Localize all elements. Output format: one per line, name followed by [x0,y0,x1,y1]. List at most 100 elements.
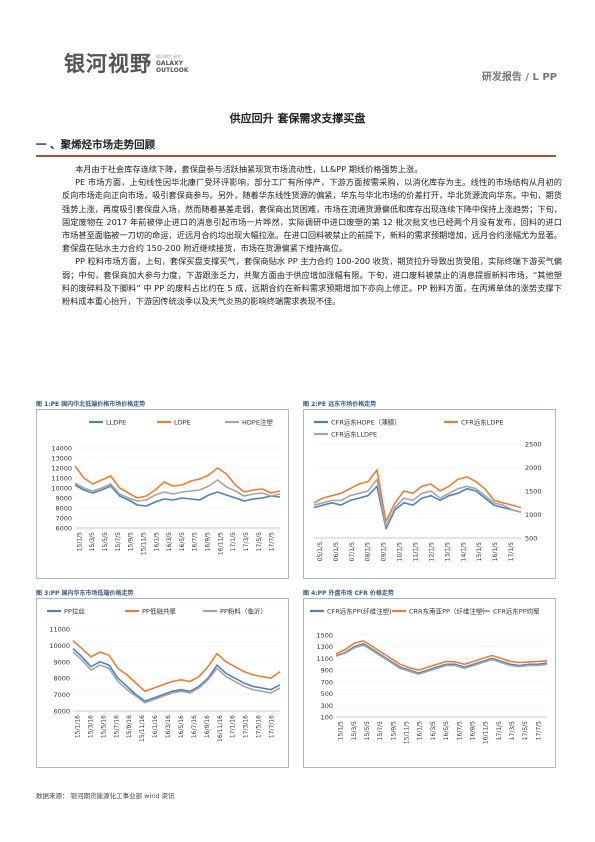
x-tick-label: 15/5/5 [364,721,371,740]
series-line [74,465,281,499]
x-tick-label: 16/3/5 [166,532,173,551]
series-line [72,639,281,693]
y-tick-label: 6000 [55,525,72,533]
x-tick-label: 15/3/5 [89,532,96,551]
y-tick-label: 10000 [51,485,72,493]
logo-text: 银河视野 [64,52,152,76]
y-tick-label: 700 [321,678,333,686]
chart-1: 6000 7000 8000 9000 10000 11000 12000 13000 1400… [36,409,289,579]
legend-label: LDPE [174,419,191,427]
logo-english: 银河期货 研究 GALAXY OUTLOOK [156,53,189,74]
y-tick-label: 12000 [51,465,72,473]
x-tick-label: 11/1/5 [413,542,420,561]
legend-label: CFR远东LLDPE [331,430,377,439]
series-line [72,648,281,702]
series-line [74,484,281,507]
x-tick-label: 17/1/5 [508,542,515,561]
x-tick-label: 16/7/16 [191,715,198,738]
x-tick-label: 15/9/16 [126,715,133,738]
y-tick-label: 100 [321,714,333,722]
legend-label: LLDPE [106,419,126,427]
x-tick-label: 16/1/5 [417,721,424,740]
y-tick-label: 7000 [53,691,70,699]
x-tick-label: 17/3/5 [509,721,516,740]
chart-caption-4: 图 4:PP 外盘市场 CFR 价格走势 [303,590,394,597]
report-tag: 研发报告 / L PP [481,72,557,83]
series-line [74,479,281,502]
y-tick-label: 6000 [53,708,70,716]
x-tick-label: 16/3/5 [430,721,437,740]
section-title: 一 、聚烯烃市场走势回顾 [36,137,556,157]
x-tick-label: 17/3/5 [243,532,250,551]
legend-label: CRR东南亚PP（纤维注塑） [409,607,489,616]
x-tick-label: 17/3/16 [243,715,250,738]
y-tick-label: 11000 [51,475,72,483]
y-tick-label: 7000 [55,515,72,523]
x-tick-label: 14/1/5 [460,542,467,561]
y-tick-label: 300 [321,702,333,710]
x-tick-label: 16/7/5 [192,532,199,551]
paragraph: PP 粒料市场方面，上旬，套保买盘支撑买气，套保商贴水 PP 主力合约 100-… [62,256,562,307]
y-tick-label: 1500 [525,488,542,496]
legend-label: CFR远东HDPE（薄膜） [331,418,401,427]
y-tick-label: 1000 [525,511,542,519]
y-tick-label: 13000 [51,455,72,463]
x-tick-label: 17/7/5 [535,721,542,740]
paragraph: PE 市场方面，上旬线性因华北康厂受环评影响，部分工厂有所停产，下游方面按需采购… [62,177,562,254]
x-tick-label: 15/1/16 [74,715,81,738]
x-tick-label: 16/9/5 [205,532,212,551]
x-tick-label: 15/11/5 [140,532,147,555]
series-line [313,485,522,530]
y-tick-label: 500 [525,535,537,543]
series-line [335,644,548,675]
x-tick-label: 16/11/5 [483,721,490,744]
x-tick-label: 15/11/16 [139,715,146,742]
legend-label: PP粉料（临沂） [220,607,267,616]
y-tick-label: 500 [321,690,333,698]
x-tick-label: 15/7/16 [113,715,120,738]
x-tick-label: 16/11/16 [217,715,224,742]
logo: 银河视野 银河期货 研究 GALAXY OUTLOOK [64,48,189,78]
x-tick-label: 07/1/5 [349,542,356,561]
y-tick-label: 2500 [525,441,542,449]
y-tick-label: 1500 [316,632,333,640]
legend-label: HDPE注塑 [242,418,273,427]
x-tick-label: 17/1/16 [230,715,237,738]
x-tick-label: 16/7/5 [456,721,463,740]
x-tick-label: 08/1/5 [365,542,372,561]
x-tick-label: 15/11/5 [404,721,411,744]
x-tick-label: 16/11/5 [217,532,224,555]
x-tick-label: 16/1/5 [153,532,160,551]
page-title: 供应回升 套保需求支撑买盘 [229,112,366,125]
data-source: 数据来源： 银河期货能源化工事业部 wind 资讯 [36,792,175,800]
x-tick-label: 17/7/16 [269,715,276,738]
x-tick-label: 17/5/16 [256,715,263,738]
x-tick-label: 17/1/5 [496,721,503,740]
x-tick-label: 16/1/5 [492,542,499,561]
y-tick-label: 9000 [55,495,72,503]
y-tick-label: 14000 [51,445,72,453]
legend-label: CFR远东LDPE [461,418,503,427]
x-tick-label: 16/5/16 [178,715,185,738]
x-tick-label: 15/1/5 [476,542,483,561]
y-tick-label: 8000 [53,675,70,683]
y-tick-label: 9000 [53,658,70,666]
x-tick-label: 16/5/5 [179,532,186,551]
y-tick-label: 8000 [55,505,72,513]
x-tick-label: 17/1/5 [230,532,237,551]
x-tick-label: 15/3/16 [87,715,94,738]
chart-3: 6000 7000 8000 9000 10000 11000 15/1/16 15/3/16… [36,598,289,768]
x-tick-label: 15/9/5 [390,721,397,740]
chart-caption-3: 图 3:PP 国内华东市场低端价格走势 [36,590,134,597]
y-tick-label: 2000 [525,464,542,472]
x-tick-label: 16/3/16 [165,715,172,738]
legend-label: CFR远东PP均聚 [493,607,540,616]
y-tick-label: 1300 [316,643,333,651]
x-tick-label: 05/1/5 [317,542,324,561]
series-line [313,478,522,528]
x-tick-label: 06/1/5 [333,542,340,561]
chart-caption-2: 图 2:PE 远东市场价格走势 [303,401,377,408]
x-tick-label: 15/5/5 [102,532,109,551]
x-tick-label: 15/7/5 [115,532,122,551]
legend-label: PP拉丝 [64,607,85,616]
